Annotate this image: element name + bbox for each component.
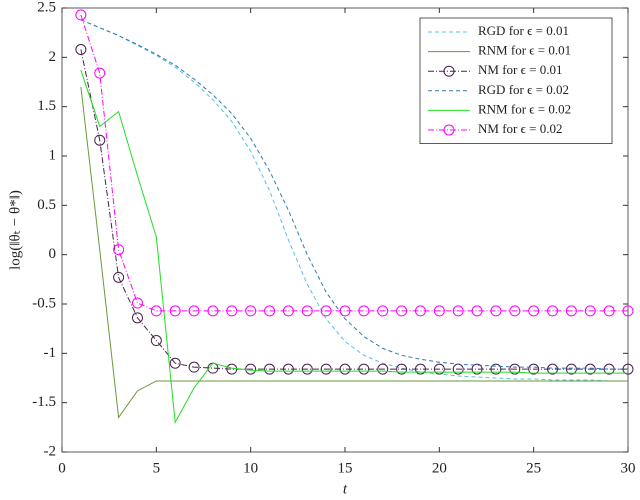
- marker: [565, 363, 577, 375]
- marker: [282, 363, 294, 375]
- marker: [264, 305, 276, 317]
- marker: [264, 363, 276, 375]
- marker: [377, 363, 389, 375]
- series-line: [80, 19, 628, 382]
- marker: [131, 312, 143, 324]
- marker: [490, 363, 502, 375]
- legend-label: NM for ϵ = 0.01: [478, 62, 562, 77]
- marker: [94, 134, 106, 146]
- marker: [150, 335, 162, 347]
- legend-box: [419, 17, 613, 144]
- y-tick-label: 0: [49, 246, 57, 262]
- marker: [396, 363, 408, 375]
- marker: [188, 305, 200, 317]
- legend-marker: [443, 65, 455, 77]
- marker: [301, 305, 313, 317]
- legend-label: NM for ϵ = 0.02: [478, 121, 562, 136]
- marker: [396, 305, 408, 317]
- marker: [131, 297, 143, 309]
- x-tick-label: 25: [526, 460, 541, 476]
- marker: [75, 43, 87, 55]
- x-tick-label: 15: [338, 460, 353, 476]
- marker: [565, 305, 577, 317]
- marker: [226, 305, 238, 317]
- marker: [528, 363, 540, 375]
- series-line: [80, 86, 628, 419]
- marker: [433, 363, 445, 375]
- marker: [358, 305, 370, 317]
- marker: [320, 305, 332, 317]
- series-line: [80, 49, 628, 370]
- marker: [547, 305, 559, 317]
- marker: [169, 305, 181, 317]
- marker: [622, 305, 634, 317]
- y-axis-label: log(‖θₜ − θ*‖): [7, 190, 23, 270]
- legend-label: RNM for ϵ = 0.01: [478, 43, 571, 58]
- y-tick-label: 0.5: [37, 197, 56, 213]
- marker: [75, 9, 87, 21]
- legend-label: RNM for ϵ = 0.02: [478, 101, 571, 116]
- marker: [603, 305, 615, 317]
- marker: [245, 305, 257, 317]
- series-line: [80, 19, 628, 370]
- marker: [282, 305, 294, 317]
- x-tick-label: 10: [243, 460, 258, 476]
- marker: [547, 363, 559, 375]
- marker: [584, 305, 596, 317]
- marker: [509, 363, 521, 375]
- y-tick-label: -0.5: [32, 295, 56, 311]
- marker: [339, 305, 351, 317]
- marker: [94, 67, 106, 79]
- marker: [320, 363, 332, 375]
- marker: [471, 305, 483, 317]
- series-line: [80, 14, 628, 312]
- x-tick-label: 5: [153, 460, 161, 476]
- marker: [113, 271, 125, 283]
- marker: [433, 305, 445, 317]
- marker: [622, 363, 634, 375]
- x-tick-label: 30: [621, 460, 636, 476]
- series-line: [80, 70, 628, 425]
- y-tick-label: 2: [49, 49, 57, 65]
- y-tick-label: 1: [49, 147, 57, 163]
- y-tick-label: -1: [44, 345, 57, 361]
- legend-label: RGD for ϵ = 0.01: [478, 23, 569, 38]
- marker: [113, 244, 125, 256]
- marker: [414, 305, 426, 317]
- y-tick-label: 1.5: [37, 98, 56, 114]
- marker: [150, 305, 162, 317]
- marker: [207, 305, 219, 317]
- y-tick-label: -2: [44, 443, 57, 459]
- marker: [188, 361, 200, 373]
- marker: [169, 357, 181, 369]
- marker: [528, 305, 540, 317]
- marker: [490, 305, 502, 317]
- y-tick-label: -1.5: [32, 394, 56, 410]
- marker: [377, 305, 389, 317]
- legend-label: RGD for ϵ = 0.02: [478, 82, 569, 97]
- marker: [452, 305, 464, 317]
- marker: [584, 363, 596, 375]
- legend-marker: [443, 124, 455, 136]
- marker: [358, 363, 370, 375]
- y-tick-label: 2.5: [37, 0, 56, 15]
- x-tick-label: 0: [58, 460, 66, 476]
- marker: [471, 363, 483, 375]
- marker: [414, 363, 426, 375]
- marker: [301, 363, 313, 375]
- marker: [339, 363, 351, 375]
- x-tick-label: 20: [432, 460, 447, 476]
- x-axis-label: t: [343, 481, 348, 497]
- marker: [509, 305, 521, 317]
